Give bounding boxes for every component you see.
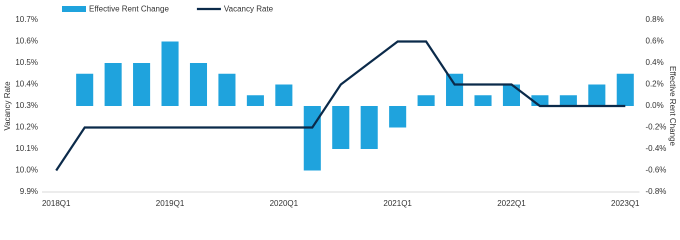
y-tick-label: 10.3% (15, 101, 38, 110)
x-tick-label: 2021Q1 (383, 199, 412, 208)
y2-tick-label: -0.8% (646, 187, 667, 196)
y-axis-title: Vacancy Rate (3, 81, 12, 131)
y2-tick-label: -0.2% (646, 123, 667, 132)
x-tick-label: 2023Q1 (611, 199, 640, 208)
legend-label: Vacancy Rate (224, 5, 274, 14)
bar (246, 95, 264, 106)
bar (360, 106, 378, 149)
bar (531, 95, 549, 106)
y-tick-label: 10.2% (15, 123, 38, 132)
y2-tick-label: -0.6% (646, 166, 667, 175)
bar (446, 73, 464, 106)
bar (332, 106, 350, 149)
y2-tick-label: 0.0% (646, 101, 664, 110)
bar (218, 73, 236, 106)
bar (303, 106, 321, 171)
bar (474, 95, 492, 106)
y2-tick-label: 0.4% (646, 58, 664, 67)
legend-label: Effective Rent Change (89, 5, 169, 14)
chart: Vacancy Rate Effective Rent Change 9.9% 1… (3, 5, 677, 209)
y2-tick-label: 0.8% (646, 15, 664, 24)
bar (616, 73, 634, 106)
y-tick-label: 10.4% (15, 80, 38, 89)
bar (133, 63, 151, 106)
bar (189, 63, 208, 106)
y-tick-label: 10.0% (15, 166, 38, 175)
x-tick-label: 2018Q1 (42, 199, 71, 208)
bar (161, 41, 179, 106)
y2-tick-label: 0.6% (646, 37, 664, 46)
bar (417, 95, 435, 106)
x-tick-label: 2022Q1 (497, 199, 526, 208)
y-tick-label: 10.5% (15, 58, 38, 67)
y-tick-label: 10.6% (15, 37, 38, 46)
bar (104, 63, 122, 106)
bar (275, 84, 293, 106)
y2-axis-title: Effective Rent Change (668, 66, 677, 146)
bar (389, 106, 407, 128)
legend-swatch (62, 6, 86, 12)
y2-tick-label: 0.2% (646, 80, 664, 89)
x-tick-label: 2019Q1 (156, 199, 185, 208)
y2-tick-label: -0.4% (646, 144, 667, 153)
bar (76, 73, 94, 106)
y-tick-label: 9.9% (20, 187, 38, 196)
bar (559, 95, 577, 106)
bar (502, 84, 520, 106)
x-tick-label: 2020Q1 (270, 199, 299, 208)
y-tick-label: 10.1% (15, 144, 38, 153)
line (55, 40, 626, 172)
y-tick-label: 10.7% (15, 15, 38, 24)
bar (588, 84, 606, 106)
